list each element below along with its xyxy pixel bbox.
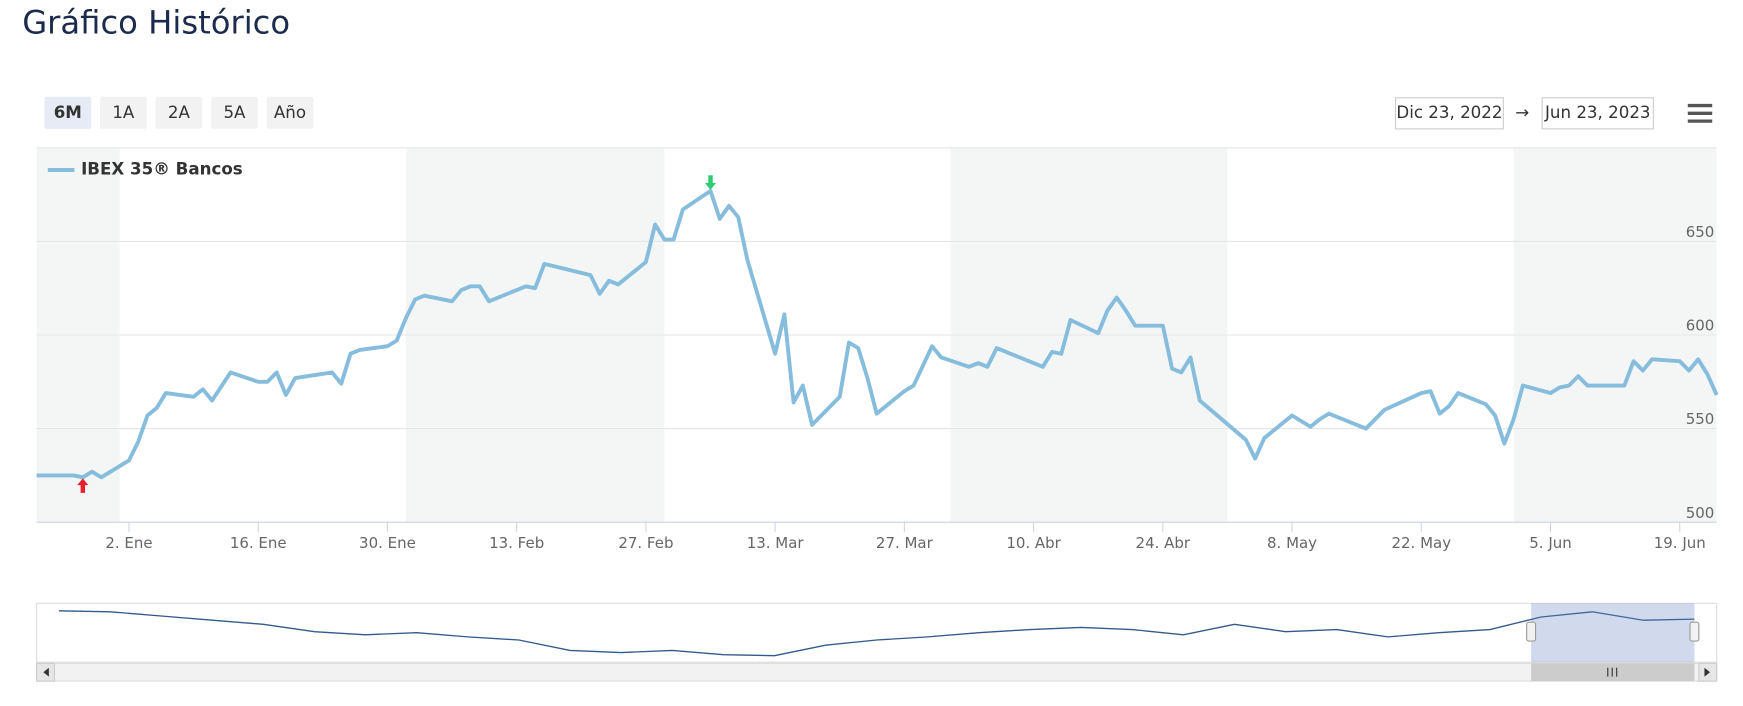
- y-tick-label: 500: [1686, 504, 1715, 522]
- x-tick-label: 8. May: [1267, 534, 1317, 552]
- navigator-window[interactable]: [1531, 603, 1695, 663]
- scrollbar-track[interactable]: [36, 662, 1718, 682]
- x-tick-label: 22. May: [1391, 534, 1451, 552]
- x-tick-label: 13. Feb: [489, 534, 544, 552]
- range-button[interactable]: [44, 96, 92, 129]
- navigator-line: [58, 610, 1695, 657]
- arrow: [43, 667, 49, 677]
- min-flag: [77, 478, 89, 493]
- x-tick-label: 13. Mar: [747, 534, 805, 552]
- range-button-label[interactable]: Año: [274, 103, 306, 122]
- range-button-label[interactable]: 5A: [223, 103, 246, 122]
- range-button[interactable]: [211, 96, 258, 129]
- range-button[interactable]: [266, 96, 314, 129]
- navigator-frame: [36, 602, 1718, 663]
- scrollbar-grip: [1607, 667, 1618, 677]
- date-to[interactable]: Jun 23, 2023: [1544, 103, 1650, 122]
- x-tick-label: 10. Abr: [1006, 534, 1061, 552]
- y-tick-label: 600: [1686, 317, 1715, 335]
- navigator-handle[interactable]: [1526, 621, 1537, 642]
- menu-button[interactable]: [1687, 103, 1713, 123]
- range-button-label[interactable]: 2A: [168, 103, 191, 122]
- x-tick-label: 27. Feb: [618, 534, 673, 552]
- y-tick-label: 650: [1686, 223, 1715, 241]
- range-selector: 6M 1A 2A 5A Año: [44, 96, 314, 129]
- x-tick-label: 24. Abr: [1136, 534, 1191, 552]
- range-button[interactable]: [100, 96, 147, 129]
- x-tick-label: 27. Mar: [876, 534, 934, 552]
- series-line: [36, 188, 1719, 480]
- range-button-label[interactable]: 1A: [112, 103, 135, 122]
- page-title: Gráfico Histórico: [22, 3, 290, 41]
- date-from[interactable]: Dic 23, 2022: [1396, 103, 1502, 122]
- plot: 500 550 600 650 2. Ene 16. Ene 30. Ene 13. Feb 2…: [36, 159, 1719, 552]
- navigator: [58, 610, 1695, 657]
- range-button-label[interactable]: 6M: [54, 103, 82, 122]
- date-separator: →: [1515, 103, 1529, 122]
- max-flag: [704, 175, 717, 190]
- navigator-handle[interactable]: [1689, 621, 1700, 642]
- x-tick-label: 19. Jun: [1654, 534, 1706, 552]
- range-button[interactable]: [155, 96, 203, 129]
- date-to-box[interactable]: [1541, 97, 1654, 130]
- x-tick-label: 5. Jun: [1529, 534, 1571, 552]
- y-tick-label: 550: [1686, 410, 1715, 428]
- x-tick-label: 16. Ene: [230, 534, 287, 552]
- x-tick-label: 30. Ene: [359, 534, 416, 552]
- x-tick-label: 2. Ene: [105, 534, 152, 552]
- legend-label[interactable]: IBEX 35® Bancos: [81, 159, 243, 178]
- arrow: [1704, 667, 1710, 677]
- date-from-box[interactable]: [1395, 97, 1504, 130]
